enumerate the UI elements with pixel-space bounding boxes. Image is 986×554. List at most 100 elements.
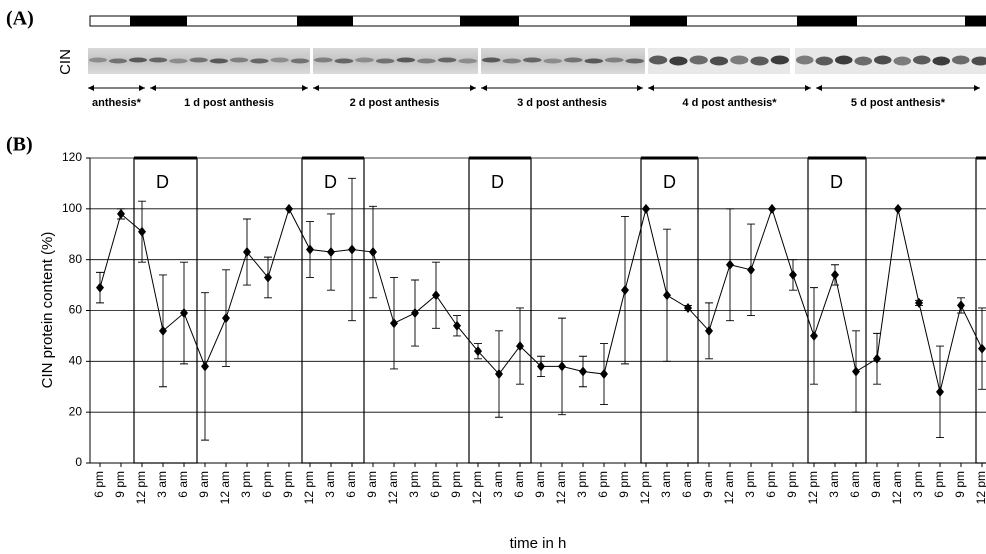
blot-band xyxy=(649,56,667,65)
marker xyxy=(285,204,293,214)
x-tick-label: 6 am xyxy=(512,471,526,498)
dark-label: D xyxy=(663,172,676,192)
marker xyxy=(873,354,881,364)
figure: (A) CIN (B) CIN protein content (%) time… xyxy=(0,0,986,554)
blot-band xyxy=(730,56,748,65)
x-axis-title: time in h xyxy=(510,535,567,552)
x-tick-label: 3 am xyxy=(827,471,841,498)
marker xyxy=(117,209,125,219)
blot-band xyxy=(750,57,768,66)
blot-band xyxy=(355,58,374,63)
x-tick-label: 6 am xyxy=(848,471,862,498)
marker xyxy=(600,369,608,379)
blot-label: CIN xyxy=(57,49,74,75)
period-label: 5 d post anthesis* xyxy=(851,97,946,109)
blot-band xyxy=(89,58,107,63)
dark-label: D xyxy=(156,172,169,192)
marker xyxy=(390,318,398,328)
blot-band xyxy=(210,59,228,64)
panel-label: (B) xyxy=(6,134,33,156)
marker xyxy=(726,260,734,270)
x-tick-label: 3 pm xyxy=(911,471,925,498)
y-tick-label: 20 xyxy=(69,404,83,418)
x-tick-label: 6 pm xyxy=(596,471,610,498)
blot-band xyxy=(482,58,500,63)
marker xyxy=(894,204,902,214)
marker xyxy=(789,270,797,280)
marker xyxy=(327,247,335,257)
blot-band xyxy=(458,59,477,64)
blot-band xyxy=(835,56,853,65)
blot-band xyxy=(815,57,833,66)
x-tick-label: 6 pm xyxy=(428,471,442,498)
marker xyxy=(369,247,377,257)
marker xyxy=(915,298,923,308)
period-label: anthesis* xyxy=(92,97,142,109)
marker xyxy=(180,308,188,318)
marker xyxy=(957,300,965,310)
x-tick-label: 12 pm xyxy=(470,471,484,504)
blot-band xyxy=(669,57,687,66)
dark-label: D xyxy=(491,172,504,192)
blot-band xyxy=(314,58,333,63)
y-tick-label: 60 xyxy=(69,303,83,317)
x-tick-label: 12 am xyxy=(218,471,232,504)
blot-band xyxy=(710,57,728,66)
dark-block xyxy=(460,16,519,26)
x-tick-label: 6 am xyxy=(680,471,694,498)
blot-band xyxy=(438,58,457,63)
panel-label: (A) xyxy=(6,8,34,30)
x-tick-label: 3 am xyxy=(659,471,673,498)
x-tick-label: 3 pm xyxy=(743,471,757,498)
y-tick-label: 80 xyxy=(69,252,83,266)
x-tick-label: 9 pm xyxy=(785,471,799,498)
period-label: 1 d post anthesis xyxy=(184,97,274,109)
marker xyxy=(558,361,566,371)
x-tick-label: 12 pm xyxy=(638,471,652,504)
x-tick-label: 3 pm xyxy=(575,471,589,498)
x-tick-label: 9 am xyxy=(197,471,211,498)
blot-band xyxy=(605,58,623,63)
period-label: 3 d post anthesis xyxy=(517,97,607,109)
blot-band xyxy=(230,58,248,63)
marker xyxy=(621,285,629,295)
blot-band xyxy=(874,56,892,65)
blot-band xyxy=(564,58,582,63)
marker xyxy=(411,308,419,318)
marker xyxy=(159,326,167,336)
dark-label: D xyxy=(324,172,337,192)
x-tick-label: 12 pm xyxy=(974,471,986,504)
x-tick-label: 9 am xyxy=(869,471,883,498)
blot-band xyxy=(690,56,708,65)
blot-band xyxy=(523,58,541,63)
blot-band xyxy=(376,59,395,64)
blot-band xyxy=(893,57,911,66)
blot-band xyxy=(503,59,521,64)
x-tick-label: 9 pm xyxy=(617,471,631,498)
blot-band xyxy=(250,59,268,64)
x-tick-label: 3 am xyxy=(491,471,505,498)
dark-block xyxy=(297,16,353,26)
marker xyxy=(201,361,209,371)
x-tick-label: 12 am xyxy=(890,471,904,504)
dark-block xyxy=(630,16,687,26)
blot-band xyxy=(397,58,416,63)
blot-band xyxy=(932,57,950,66)
x-tick-label: 6 pm xyxy=(260,471,274,498)
x-tick-label: 12 pm xyxy=(134,471,148,504)
x-tick-label: 12 am xyxy=(386,471,400,504)
x-tick-label: 9 am xyxy=(365,471,379,498)
marker xyxy=(663,290,671,300)
x-tick-label: 12 pm xyxy=(302,471,316,504)
marker xyxy=(768,204,776,214)
marker xyxy=(222,313,230,323)
blot-band xyxy=(913,56,931,65)
blot-band xyxy=(169,59,187,64)
blot-band xyxy=(417,59,436,64)
marker xyxy=(852,367,860,377)
marker xyxy=(138,227,146,237)
marker xyxy=(810,331,818,341)
x-tick-label: 9 am xyxy=(701,471,715,498)
x-tick-label: 6 pm xyxy=(932,471,946,498)
